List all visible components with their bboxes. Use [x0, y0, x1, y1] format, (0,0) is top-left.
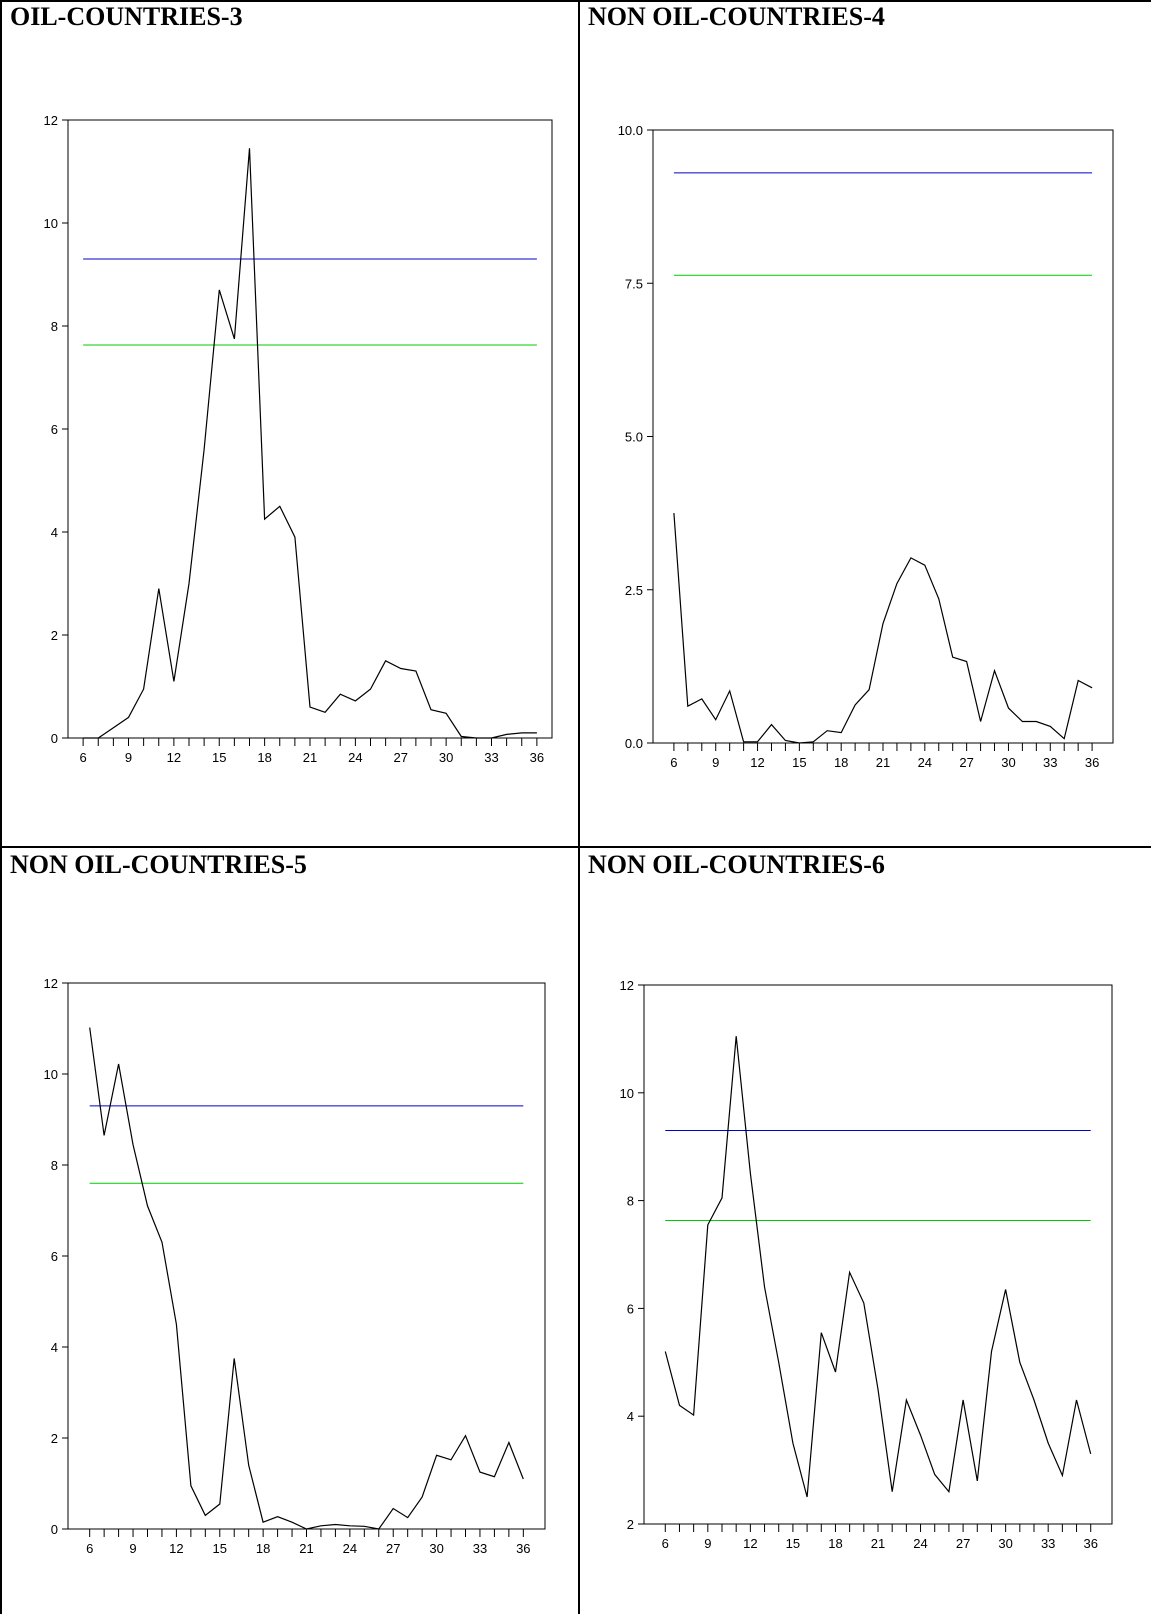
- x-tick-label: 33: [1041, 1536, 1055, 1551]
- x-tick-label: 6: [86, 1541, 93, 1556]
- x-tick-label: 33: [473, 1541, 487, 1556]
- x-tick-label: 9: [712, 755, 719, 770]
- x-tick-label: 9: [125, 750, 132, 765]
- x-tick-label: 12: [167, 750, 181, 765]
- x-tick-label: 24: [918, 755, 932, 770]
- chart-panel-non-oil-countries-6: NON OIL-COUNTRIES-6 2 4 6 8 10 12 6 9 12 15 18 21 24…: [578, 848, 1151, 1614]
- x-tick-label: 15: [786, 1536, 800, 1551]
- y-tick-label: 4: [51, 525, 58, 540]
- x-tick-label: 24: [343, 1541, 357, 1556]
- x-tick-label: 15: [212, 750, 226, 765]
- x-tick-label: 15: [213, 1541, 227, 1556]
- y-tick-label: 7.5: [625, 276, 643, 291]
- outer-border-top: [0, 0, 1151, 2]
- y-tick-label: 0: [51, 1522, 58, 1537]
- y-tick-label: 4: [627, 1409, 634, 1424]
- x-tick-label: 36: [1085, 755, 1099, 770]
- chart-title: NON OIL-COUNTRIES-5: [10, 850, 307, 879]
- chart-title: NON OIL-COUNTRIES-6: [588, 850, 885, 879]
- x-tick-label: 30: [439, 750, 453, 765]
- y-tick-label: 6: [51, 422, 58, 437]
- chart-panel-oil-countries-3: OIL-COUNTRIES-3 0 2 4 6 8 10 12 6 9 12 15 18 21 24 27 3…: [0, 0, 578, 846]
- y-tick-label: 4: [51, 1340, 58, 1355]
- x-tick-label: 27: [394, 750, 408, 765]
- x-tick-label: 33: [484, 750, 498, 765]
- x-tick-label: 36: [530, 750, 544, 765]
- plot-frame: [67, 982, 546, 1530]
- x-tick-label: 24: [913, 1536, 927, 1551]
- y-tick-label: 8: [51, 1158, 58, 1173]
- x-tick-label: 12: [743, 1536, 757, 1551]
- y-tick-label: 10.0: [618, 123, 643, 138]
- x-tick-label: 18: [256, 1541, 270, 1556]
- y-tick-label: 6: [51, 1249, 58, 1264]
- y-tick-label: 2: [51, 628, 58, 643]
- y-tick-label: 10: [44, 1067, 58, 1082]
- y-tick-label: 6: [627, 1301, 634, 1316]
- x-tick-label: 36: [1083, 1536, 1097, 1551]
- x-tick-label: 27: [386, 1541, 400, 1556]
- series-line: [89, 1027, 524, 1530]
- x-tick-label: 12: [169, 1541, 183, 1556]
- plot-frame: [652, 129, 1114, 744]
- x-tick-label: 15: [792, 755, 806, 770]
- chart-title: NON OIL-COUNTRIES-4: [588, 2, 885, 31]
- x-tick-label: 21: [299, 1541, 313, 1556]
- line-chart-non-oil-countries-4: 0.0 2.5 5.0 7.5 10.0 6 9 12 15 18 21 24 27 30 33 36: [618, 123, 1114, 770]
- x-tick-label: 21: [871, 1536, 885, 1551]
- x-tick-label: 18: [828, 1536, 842, 1551]
- x-tick-label: 9: [129, 1541, 136, 1556]
- y-tick-label: 0.0: [625, 736, 643, 751]
- vertical-divider: [578, 0, 580, 1614]
- series-line: [664, 1036, 1092, 1498]
- y-tick-label: 8: [627, 1194, 634, 1209]
- x-tick-label: 6: [670, 755, 677, 770]
- y-tick-label: 10: [44, 216, 58, 231]
- y-tick-label: 5.0: [625, 430, 643, 445]
- chart-panel-non-oil-countries-5: NON OIL-COUNTRIES-5 0 2 4 6 8 10 12 6 9 12 15 18 21 2…: [0, 848, 578, 1614]
- y-tick-label: 2: [51, 1431, 58, 1446]
- series-line: [673, 513, 1093, 744]
- y-tick-label: 10: [620, 1086, 634, 1101]
- x-tick-label: 9: [704, 1536, 711, 1551]
- y-tick-label: 12: [44, 113, 58, 128]
- x-tick-label: 36: [516, 1541, 530, 1556]
- x-tick-label: 6: [662, 1536, 669, 1551]
- x-tick-label: 18: [834, 755, 848, 770]
- y-tick-label: 2: [627, 1517, 634, 1532]
- plot-frame: [643, 984, 1113, 1525]
- x-tick-label: 30: [1001, 755, 1015, 770]
- plot-frame: [67, 119, 553, 739]
- outer-border-left: [0, 0, 2, 1614]
- x-tick-label: 27: [956, 1536, 970, 1551]
- x-tick-label: 21: [303, 750, 317, 765]
- x-tick-label: 33: [1043, 755, 1057, 770]
- y-tick-label: 0: [51, 731, 58, 746]
- x-tick-label: 21: [876, 755, 890, 770]
- y-tick-label: 12: [44, 976, 58, 991]
- series-line: [83, 148, 537, 739]
- x-tick-label: 27: [959, 755, 973, 770]
- x-tick-label: 6: [80, 750, 87, 765]
- horizontal-divider: [0, 846, 1151, 848]
- y-tick-label: 8: [51, 319, 58, 334]
- x-tick-label: 12: [750, 755, 764, 770]
- x-tick-label: 24: [348, 750, 362, 765]
- x-tick-label: 30: [429, 1541, 443, 1556]
- chart-title: OIL-COUNTRIES-3: [10, 2, 243, 31]
- chart-panel-non-oil-countries-4: NON OIL-COUNTRIES-4 0.0 2.5 5.0 7.5 10.0 6 9 12…: [578, 0, 1151, 846]
- x-tick-label: 18: [257, 750, 271, 765]
- y-tick-label: 12: [620, 978, 634, 993]
- y-tick-label: 2.5: [625, 583, 643, 598]
- x-tick-label: 30: [998, 1536, 1012, 1551]
